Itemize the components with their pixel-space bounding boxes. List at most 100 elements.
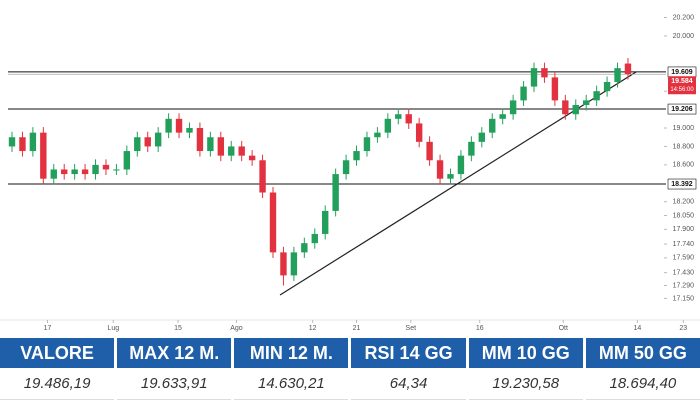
candle-body [562,100,569,115]
candle-body [8,137,16,147]
candle-body [415,123,423,142]
candle-body [186,128,193,133]
table-header: VALORE [0,338,115,368]
last-price-label: 19.584 [671,78,693,85]
x-tick-label: 12 [309,325,317,332]
candle-body [154,132,162,147]
candle-body [384,118,392,133]
candle-body [499,114,506,119]
candle-body [468,141,475,156]
candle-body [134,137,141,152]
candle-body [551,77,559,101]
x-tick-label: 16 [476,325,484,332]
table-header: RSI 14 GG [351,338,466,368]
table-value: 18.694,40 [585,368,700,400]
candle-body [311,233,318,244]
candle-body [102,164,110,170]
candle-body [426,141,433,161]
level-label: 19.206 [671,106,693,113]
table-header: MIN 12 M. [234,338,349,368]
candle-body [165,118,172,133]
candle-body [123,151,131,170]
y-tick-label: 18.600 [673,162,695,169]
candle-body [593,91,600,101]
y-tick-label: 19.000 [673,125,695,132]
candle-body [196,128,204,152]
y-tick-label: 17.150 [673,295,695,302]
candle-body [405,114,412,124]
candle-body [322,210,329,234]
candle-body [207,137,214,152]
candle-body [81,169,89,175]
candle-body [353,151,360,161]
y-tick-label: 18.800 [673,143,695,150]
candle-body [395,114,402,119]
candle-body [541,68,548,78]
y-tick-label: 20.000 [673,33,695,40]
x-tick-label: Ott [559,325,568,332]
candle-body [269,192,277,253]
y-tick-label: 18.200 [673,199,695,206]
last-price-time: 14:56:00 [670,87,694,93]
table-value: 19.230,58 [468,368,583,400]
candle-body [332,174,339,211]
table-header: MM 10 GG [468,338,583,368]
candle-body [509,100,517,115]
candle-body [603,81,611,92]
y-tick-label: 18.050 [673,212,695,219]
candle-body [624,63,632,75]
candle-body [228,146,235,156]
candle-body [301,243,308,253]
x-tick-label: 15 [174,325,182,332]
table-value: 64,34 [351,368,466,400]
x-tick-label: 23 [679,325,687,332]
last-price-box [668,76,696,95]
stats-table: VALORE MAX 12 M. MIN 12 M. RSI 14 GG MM 10 G… [0,338,700,400]
candle-body [436,160,444,179]
candle-body [71,169,78,175]
table-header: MM 50 GG [585,338,700,368]
candle-body [447,174,454,179]
candle-body [457,155,465,175]
level-label: 18.392 [671,181,693,188]
candle-body [259,160,266,193]
y-tick-label: 20.200 [673,14,695,21]
level-box [667,178,697,190]
table-value: 19.633,91 [117,368,232,400]
table-value: 19.486,19 [0,368,115,400]
candle-body [19,137,26,152]
x-tick-label: 21 [353,325,361,332]
candle-body [113,169,120,171]
level-box [667,103,697,115]
x-tick-label: 14 [633,325,641,332]
candle-body [50,169,57,179]
candle-body [572,105,579,115]
chart: 20.20020.00019.40019.00018.80018.60018.2… [0,14,700,332]
candle-body [478,132,486,142]
candle-body [238,146,245,156]
candle-body [144,137,151,147]
y-tick-label: 17.590 [673,255,695,262]
x-tick-label: Lug [107,325,119,332]
candle-body [248,155,256,161]
candle-body [583,100,590,105]
y-tick-label: 17.900 [673,226,695,233]
candle-body [489,118,496,133]
y-tick-label: 17.430 [673,269,695,276]
y-tick-label: 17.290 [673,282,695,289]
y-tick-label: 17.740 [673,241,695,248]
candle-body [61,169,68,175]
candle-body [342,160,350,175]
level-label: 19.609 [671,69,693,76]
candle-body [363,137,371,152]
candle-body [614,68,621,82]
candle-body [29,132,37,152]
candle-body [92,164,99,175]
x-tick-label: Set [406,325,417,332]
candle-body [290,252,298,276]
candle-body [280,252,287,276]
x-tick-label: 17 [44,325,52,332]
x-tick-label: Ago [230,325,243,332]
candle-body [217,137,225,156]
